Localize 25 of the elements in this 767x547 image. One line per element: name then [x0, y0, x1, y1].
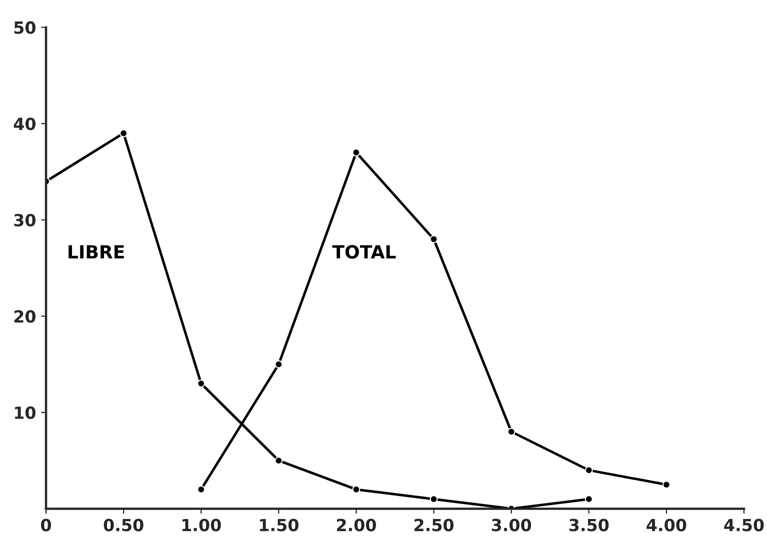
point — [662, 480, 670, 489]
point — [197, 485, 206, 494]
series-label: LIBRE — [68, 245, 124, 258]
x-tick-label: 3.00 — [492, 518, 532, 532]
y-tick-label: 40 — [14, 118, 36, 130]
point — [197, 380, 206, 388]
point — [352, 148, 360, 156]
x-tick-label: 4.50 — [724, 518, 764, 532]
point — [507, 428, 516, 436]
y-tick-label: 20 — [14, 310, 36, 323]
point — [584, 466, 593, 474]
x-tick-label: 4.00 — [646, 518, 686, 532]
point — [274, 360, 283, 368]
x-tick-label: 2.00 — [336, 518, 376, 532]
x-tick-label: 0.50 — [104, 518, 144, 532]
x-tick-label: 1.00 — [182, 518, 221, 532]
y-tick-label: 10 — [14, 406, 36, 420]
point — [430, 235, 438, 244]
y-tick-label: 30 — [14, 214, 36, 226]
x-tick-label: 2.50 — [414, 518, 454, 532]
x-tick-label: 3.50 — [569, 518, 609, 532]
x-tick-label: 0 — [41, 518, 52, 532]
x-tick-label: 1.50 — [260, 518, 298, 532]
y-tick-label: 50 — [14, 21, 36, 34]
series-label: TOTAL — [332, 245, 396, 259]
